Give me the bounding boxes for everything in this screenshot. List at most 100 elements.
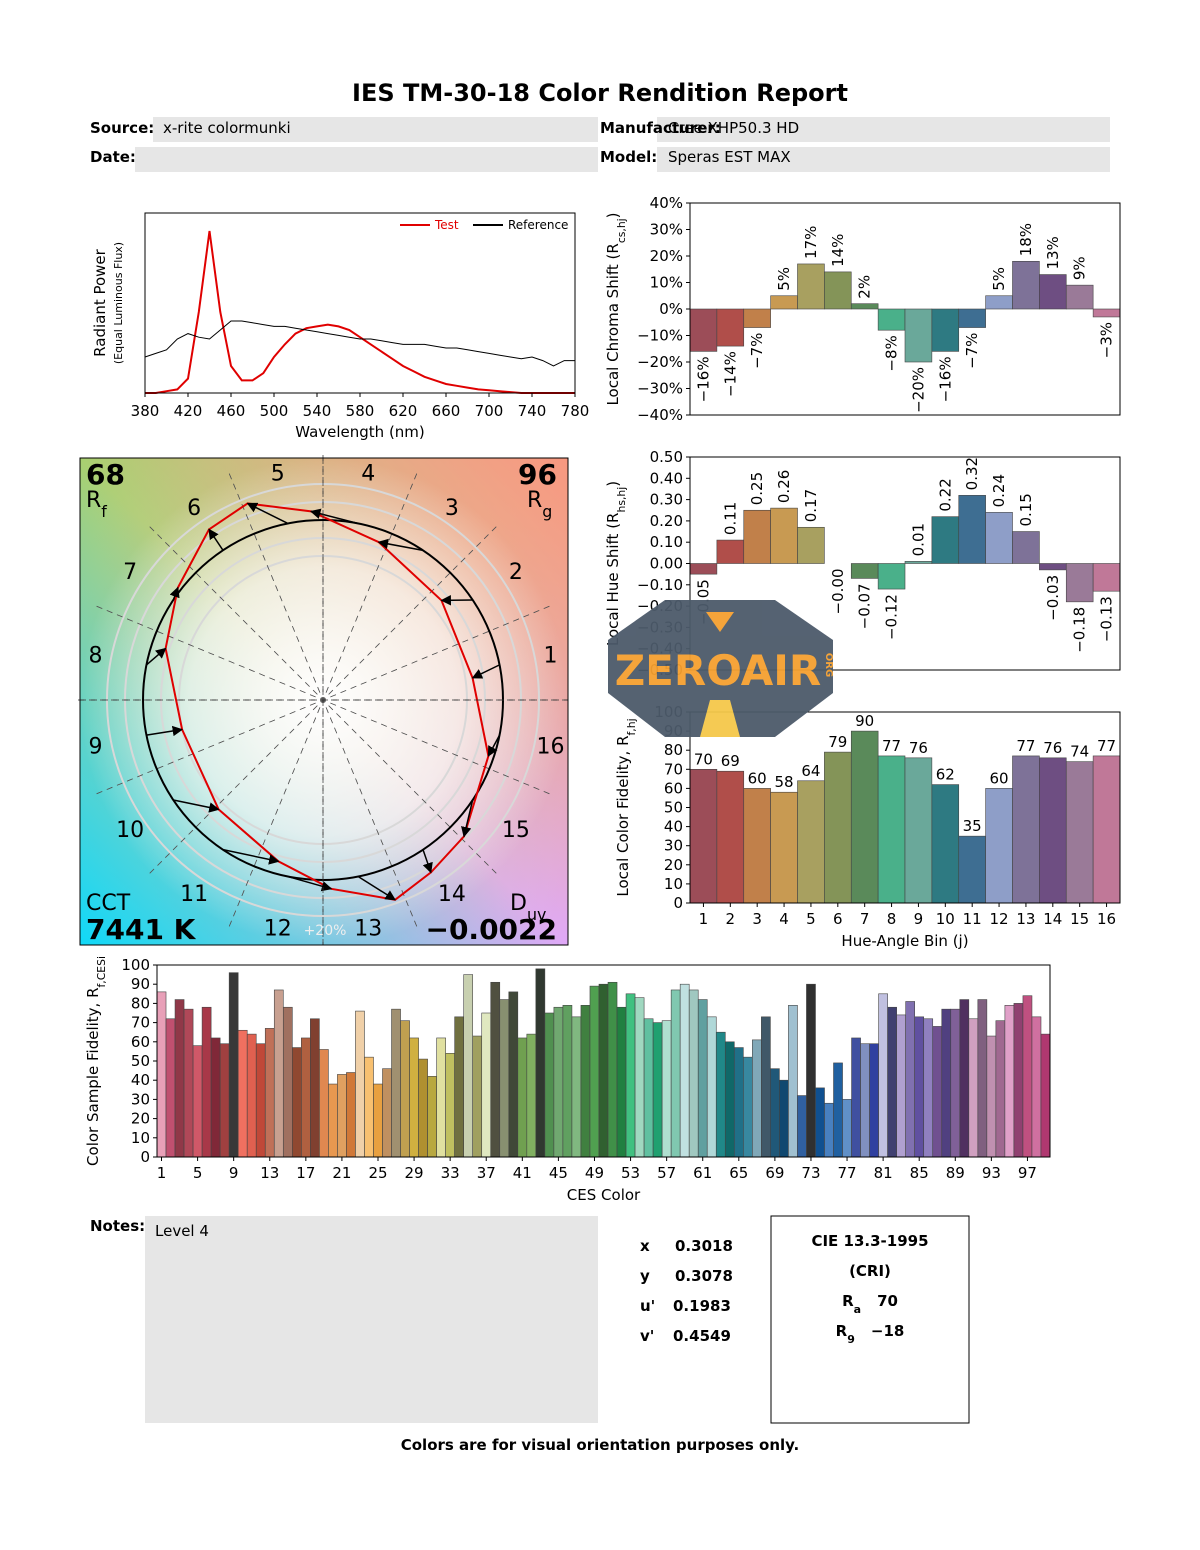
watermark: ZEROAIR ORG xyxy=(608,600,834,737)
y-tick-label: 50 xyxy=(131,1052,150,1070)
bar xyxy=(1039,563,1067,571)
bar xyxy=(688,989,699,1158)
bar xyxy=(877,308,906,331)
x-tick-label: 65 xyxy=(729,1164,748,1182)
field-value: x-rite colormunki xyxy=(163,119,291,137)
shift-arrow xyxy=(357,875,396,901)
bar xyxy=(877,563,906,590)
bar xyxy=(463,974,474,1158)
coord-value: 0.3078 xyxy=(675,1267,733,1285)
bar xyxy=(201,1006,212,1158)
y-tick-label: 20 xyxy=(664,856,683,874)
data-label: 0.15 xyxy=(1017,493,1035,526)
x-tick-label: 9 xyxy=(229,1164,239,1182)
data-label: 0.25 xyxy=(748,472,766,505)
series-line xyxy=(144,320,575,367)
bar xyxy=(797,263,825,310)
x-tick-label: 4 xyxy=(779,910,789,928)
coord-label: u' xyxy=(640,1297,655,1315)
bar xyxy=(878,993,888,1158)
bin-label: 7 xyxy=(123,560,137,585)
bar xyxy=(589,985,600,1158)
bar xyxy=(770,507,798,564)
bar xyxy=(931,784,960,904)
bar xyxy=(679,983,690,1158)
bin-label: 5 xyxy=(271,461,285,486)
data-label: 0.11 xyxy=(721,502,739,535)
x-tick-label: 5 xyxy=(193,1164,203,1182)
bar xyxy=(219,1043,230,1158)
data-label: 2% xyxy=(856,275,874,299)
bar xyxy=(544,1012,555,1158)
bar xyxy=(472,1035,483,1158)
data-label: 13% xyxy=(1044,236,1062,269)
y-tick-label: 40 xyxy=(664,818,683,836)
plot-frame xyxy=(144,212,576,394)
y-tick-label: 0% xyxy=(659,300,683,318)
bar xyxy=(1004,1005,1015,1158)
x-tick-label: 61 xyxy=(693,1164,712,1182)
data-label: −0.00 xyxy=(829,569,847,615)
bar xyxy=(634,997,645,1158)
y-tick-label: 10 xyxy=(664,875,683,893)
data-label: 69 xyxy=(721,752,740,770)
data-label: −8% xyxy=(883,335,901,371)
bar xyxy=(670,989,681,1158)
bar xyxy=(986,1035,997,1158)
scale-label: +20% xyxy=(304,923,347,939)
data-label: −20% xyxy=(909,367,927,413)
bar xyxy=(904,757,933,904)
bar xyxy=(562,1005,573,1158)
bar xyxy=(364,1056,374,1158)
plots: 380 420 460 500 540 580 620 660 700 740 780Wavelen… xyxy=(78,194,1121,1204)
x-tick-label: 9 xyxy=(914,910,924,928)
r9-sub: 9 xyxy=(847,1333,855,1346)
rg-label-sub: g xyxy=(542,502,552,521)
bar xyxy=(508,991,519,1158)
bar xyxy=(292,1047,302,1158)
bar xyxy=(977,999,988,1158)
bar xyxy=(553,1006,564,1158)
cri-ra: Ra 70 xyxy=(842,1292,898,1316)
y-tick-label: 100 xyxy=(121,956,150,974)
y-axis-label-sub: hs,hj xyxy=(615,487,628,513)
bar xyxy=(418,1058,428,1158)
rg-label-main: R xyxy=(527,488,542,513)
data-label: 74 xyxy=(1070,743,1089,761)
x-tick-label: 29 xyxy=(405,1164,424,1182)
x-tick-label: 700 xyxy=(475,402,504,420)
x-tick-label: 540 xyxy=(303,402,332,420)
bar xyxy=(481,1012,492,1158)
data-label: −16% xyxy=(936,356,954,402)
y-axis-label-main: Color Sample Fidelity, R xyxy=(84,988,102,1166)
bar xyxy=(689,563,718,575)
x-tick-label: 6 xyxy=(833,910,843,928)
shift-arrow xyxy=(173,799,220,813)
data-label: 0.01 xyxy=(909,523,927,556)
cct-label: CCT xyxy=(86,891,131,916)
bar xyxy=(931,516,960,564)
bar xyxy=(517,1037,528,1158)
data-label: 35 xyxy=(963,817,982,835)
x-tick-label: 81 xyxy=(874,1164,893,1182)
watermark-road xyxy=(700,700,740,737)
data-label: 64 xyxy=(801,762,820,780)
bar xyxy=(914,1016,925,1158)
y-tick-label: 60 xyxy=(664,779,683,797)
colorimetry: x 0.3018 y 0.3078 u' 0.1983 v' 0.4549 xyxy=(640,1237,733,1345)
footer: Colors are for visual orientation purpos… xyxy=(401,1436,800,1454)
field-label: Manufacturer: xyxy=(600,119,721,137)
y-axis-label: Local Color Fidelity, Rf,hj xyxy=(614,718,638,896)
bin-label: 9 xyxy=(88,734,102,759)
bar xyxy=(580,1005,591,1158)
y-tick-label: 50 xyxy=(664,799,683,817)
bar xyxy=(869,1043,879,1158)
x-tick-label: 21 xyxy=(332,1164,351,1182)
data-label: 76 xyxy=(909,739,928,757)
ra-value: 70 xyxy=(877,1292,898,1310)
legend-label: Reference xyxy=(508,218,568,232)
x-tick-label: 16 xyxy=(1097,910,1116,928)
bar xyxy=(850,303,879,310)
